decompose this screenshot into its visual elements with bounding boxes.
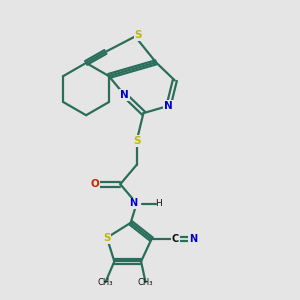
Text: N: N [120,90,129,100]
Text: O: O [91,179,99,189]
Text: N: N [189,234,197,244]
Text: N: N [164,101,173,111]
Text: S: S [103,233,111,243]
Text: N: N [129,199,137,208]
Text: H: H [155,199,162,208]
Text: C: C [172,234,179,244]
Text: S: S [133,136,140,146]
Text: S: S [134,30,142,40]
Text: CH₃: CH₃ [98,278,113,287]
Text: CH₃: CH₃ [138,278,153,287]
